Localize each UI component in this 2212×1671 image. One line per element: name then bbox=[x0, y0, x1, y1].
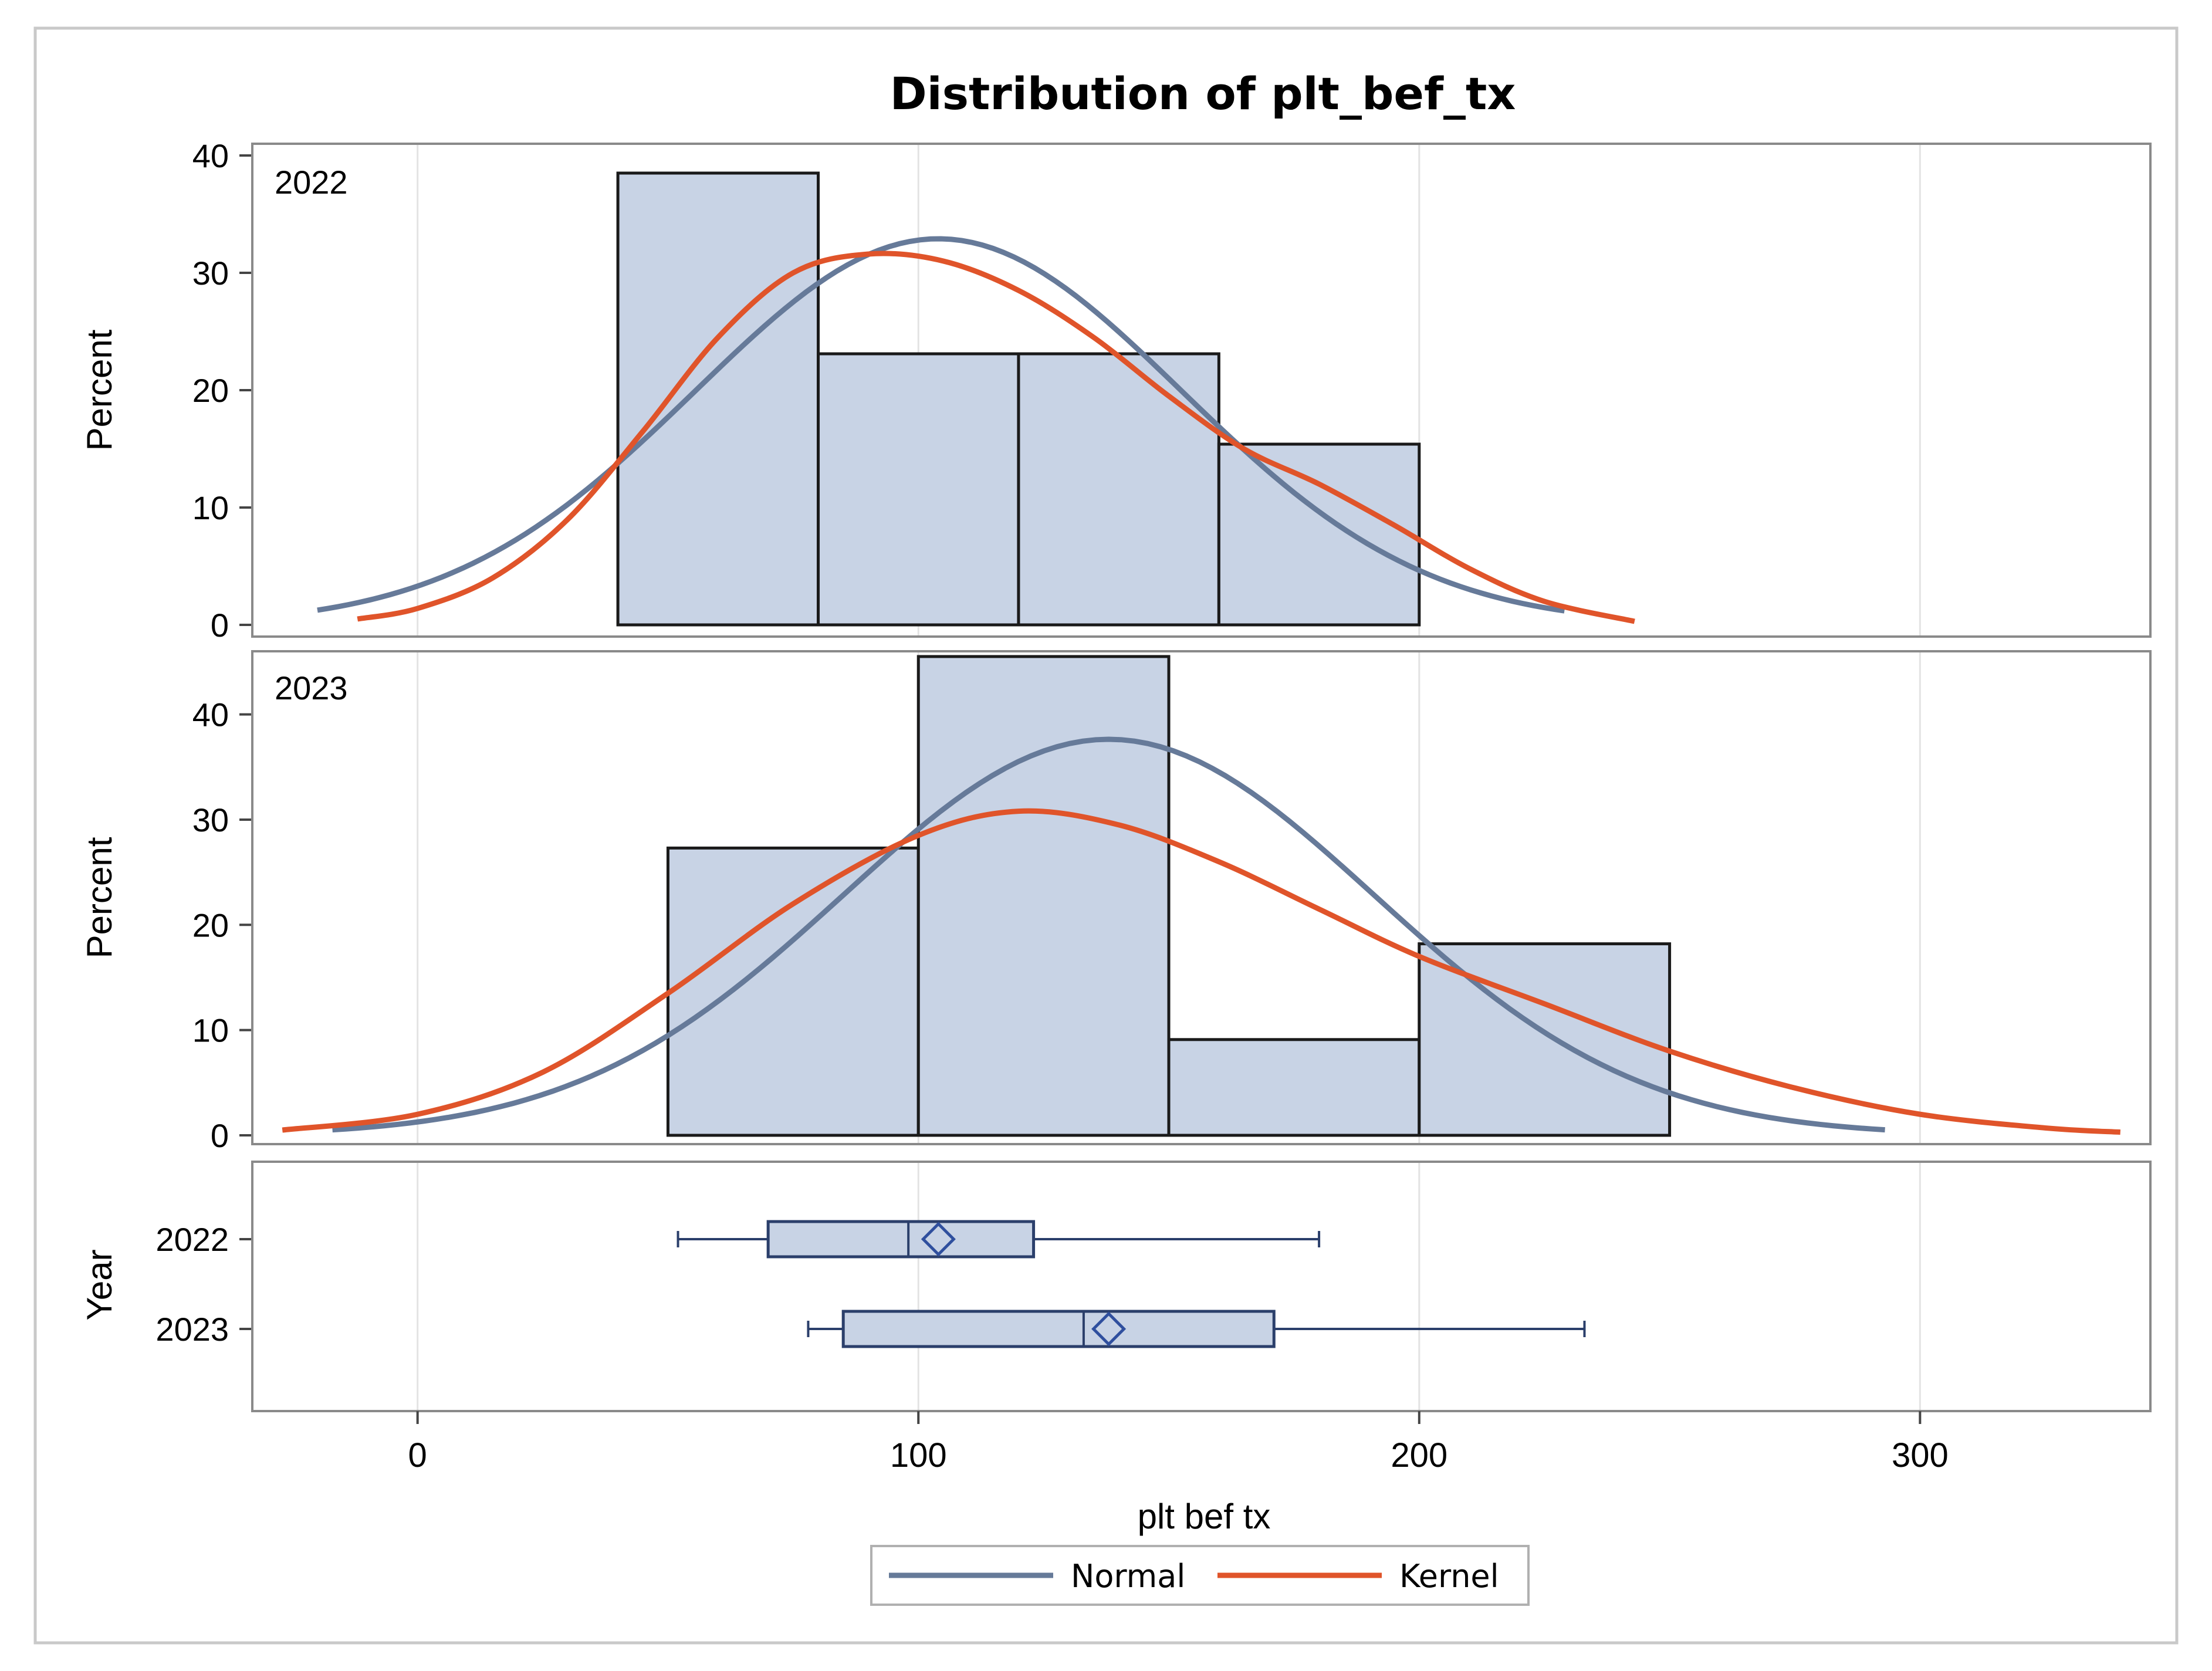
boxplot-2023-box bbox=[841, 1310, 1276, 1348]
panel-2023-bar-3 bbox=[1418, 942, 1672, 1137]
panel-2023-label: 2023 bbox=[275, 669, 348, 706]
panel-2022-kernel-curve bbox=[357, 251, 1635, 624]
panel-2022-ytick-label-40: 40 bbox=[192, 137, 229, 174]
panel-2023-ytick-label-10: 10 bbox=[192, 1012, 229, 1049]
x-tick-label-300: 300 bbox=[1892, 1436, 1949, 1474]
panel-2022-frame bbox=[251, 143, 2152, 638]
chart-title: Distribution of plt_bef_tx bbox=[890, 67, 1516, 120]
panel-2022-y-axis: 0 10 20 30 40 bbox=[192, 137, 252, 644]
legend-normal-label: Normal bbox=[1071, 1558, 1185, 1595]
x-tick-label-200: 200 bbox=[1391, 1436, 1447, 1474]
panel-2022-ytick-label-0: 0 bbox=[211, 607, 229, 644]
panel-2022-bar-2 bbox=[1017, 352, 1220, 627]
boxplot-2022-ytick-label: 2022 bbox=[155, 1221, 229, 1258]
boxplot-boxes bbox=[677, 1220, 1586, 1348]
panel-2023-bar-2 bbox=[1167, 1038, 1421, 1137]
boxplot-2022-mean-marker bbox=[921, 1222, 956, 1257]
panel-2022-bar-3 bbox=[1217, 442, 1421, 627]
panel-2022-ytick-label-30: 30 bbox=[192, 255, 229, 292]
panel-2022-ylabel: Percent bbox=[80, 329, 119, 451]
legend-kernel-label: Kernel bbox=[1399, 1558, 1499, 1595]
panel-2023-ytick-label-30: 30 bbox=[192, 801, 229, 838]
boxplot-ylabel: Year bbox=[80, 1249, 119, 1320]
panel-2023-ytick-label-0: 0 bbox=[211, 1117, 229, 1154]
x-tick-label-0: 0 bbox=[408, 1436, 427, 1474]
boxplot-2022-box bbox=[766, 1220, 1036, 1259]
panel-2023-bar-0 bbox=[666, 846, 920, 1137]
x-tick-label-100: 100 bbox=[890, 1436, 947, 1474]
panel-2023-ylabel: Percent bbox=[80, 837, 119, 958]
panel-2023-bar-1 bbox=[916, 655, 1171, 1137]
panel-2022-bar-0 bbox=[616, 171, 820, 627]
boxplot-grid bbox=[417, 1162, 1921, 1411]
boxplot-2023-ytick-label: 2023 bbox=[155, 1311, 229, 1348]
panel-2023-bars bbox=[666, 655, 1672, 1137]
panel-2023-ytick-label-40: 40 bbox=[192, 696, 229, 733]
panel-2023: 0 10 20 30 40 2023 Percent bbox=[80, 650, 2152, 1154]
boxplot-y-axis: 2022 2023 bbox=[155, 1221, 252, 1348]
panel-2022-ytick-label-20: 20 bbox=[192, 372, 229, 409]
panel-2023-frame bbox=[251, 650, 2152, 1145]
panel-2022-bars bbox=[616, 171, 1421, 627]
legend: Normal Kernel bbox=[870, 1545, 1530, 1606]
boxplot-2023-mean-marker bbox=[1091, 1311, 1127, 1347]
x-axis: 0 100 200 300 bbox=[408, 1411, 1949, 1474]
panel-2022-label: 2022 bbox=[275, 164, 348, 201]
panel-2023-ytick-label-20: 20 bbox=[192, 906, 229, 943]
panel-2023-normal-curve bbox=[332, 736, 1885, 1133]
panel-boxplot: 2022 2023 Year bbox=[80, 1161, 2152, 1412]
panel-2023-kernel-curve bbox=[282, 808, 2121, 1135]
panel-2023-y-axis: 0 10 20 30 40 bbox=[192, 696, 252, 1154]
panel-2022: 0 10 20 30 40 2022 Percent bbox=[80, 137, 2152, 644]
panel-2022-ytick-label-10: 10 bbox=[192, 489, 229, 526]
panel-2022-bar-1 bbox=[817, 352, 1020, 627]
boxplot-frame bbox=[251, 1161, 2152, 1412]
panel-2022-normal-curve bbox=[317, 236, 1565, 614]
x-axis-label: plt bef tx bbox=[1138, 1497, 1271, 1536]
